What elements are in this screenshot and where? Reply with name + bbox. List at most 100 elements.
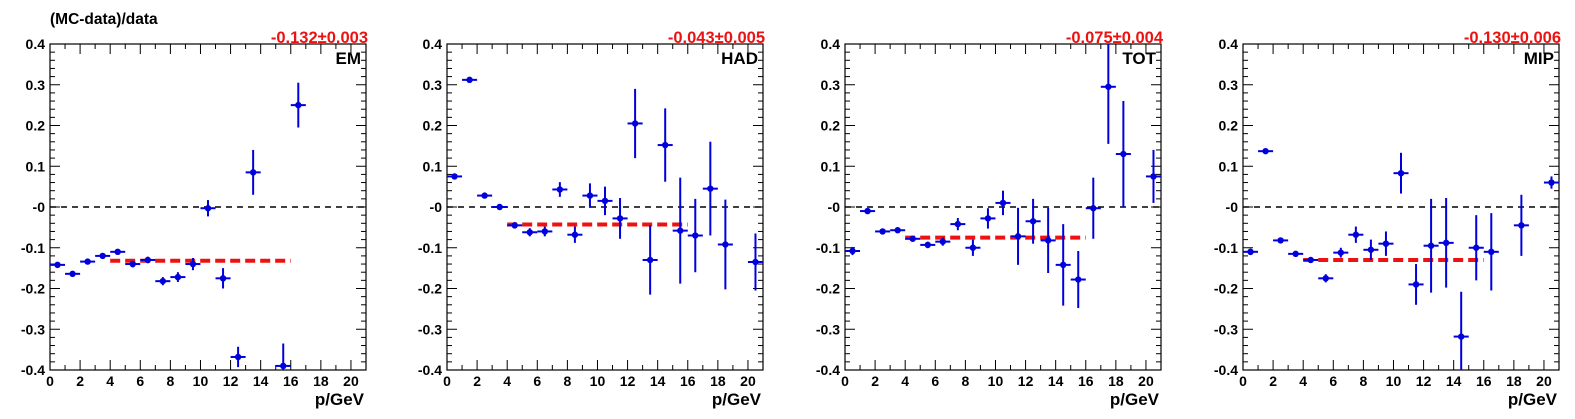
data-point bbox=[1442, 239, 1450, 247]
data-point bbox=[646, 256, 654, 264]
x-tick-label: 16 bbox=[283, 373, 299, 389]
x-tick-label: 0 bbox=[443, 373, 451, 389]
data-point bbox=[677, 227, 684, 234]
y-tick-label: -0.2 bbox=[418, 281, 442, 297]
x-tick-label: 4 bbox=[901, 373, 909, 389]
data-point bbox=[849, 247, 856, 255]
y-tick-label: -0 bbox=[1226, 199, 1239, 215]
x-tick-label: 4 bbox=[106, 373, 114, 389]
data-point bbox=[1307, 256, 1314, 264]
data-point bbox=[631, 120, 639, 127]
data-point bbox=[722, 241, 729, 248]
x-axis-title: p/GeV bbox=[1110, 390, 1160, 409]
panel-em: 0 2 4 6 8 10 12 14 16 18 20 -0.4 -0.3 -0.2 -0.1 -0 0.1 0.… bbox=[21, 29, 368, 409]
data-point bbox=[511, 222, 518, 229]
y-tick-label: -0.4 bbox=[816, 362, 840, 378]
x-tick-label: 12 bbox=[1018, 373, 1034, 389]
x-tick-label: 2 bbox=[871, 373, 879, 389]
x-tick-label: 16 bbox=[1476, 373, 1492, 389]
y-tick-label: 0.2 bbox=[423, 118, 443, 134]
panel-label: TOT bbox=[1122, 49, 1156, 68]
data-point bbox=[189, 260, 197, 268]
data-point bbox=[174, 273, 182, 281]
x-axis-title: p/GeV bbox=[712, 390, 762, 409]
x-tick-label: 20 bbox=[1138, 373, 1154, 389]
data-point bbox=[1457, 333, 1465, 340]
data-point bbox=[249, 169, 257, 176]
data-point bbox=[219, 275, 227, 282]
y-tick-label: -0.4 bbox=[418, 362, 442, 378]
y-tick-label: 0.1 bbox=[821, 158, 841, 174]
data-point bbox=[999, 199, 1007, 207]
x-tick-label: 14 bbox=[1446, 373, 1462, 389]
x-tick-label: 4 bbox=[1299, 373, 1307, 389]
x-tick-label: 20 bbox=[1536, 373, 1552, 389]
x-tick-label: 12 bbox=[223, 373, 239, 389]
data-point bbox=[234, 353, 242, 361]
data-point bbox=[1014, 233, 1022, 240]
data-point bbox=[1412, 281, 1420, 288]
data-point bbox=[114, 248, 121, 256]
data-point bbox=[1382, 240, 1390, 247]
data-point bbox=[496, 203, 503, 211]
data-point bbox=[692, 232, 699, 239]
x-tick-label: 0 bbox=[1239, 373, 1247, 389]
data-point bbox=[1548, 179, 1555, 186]
data-point bbox=[144, 256, 152, 264]
x-tick-label: 8 bbox=[961, 373, 969, 389]
data-point bbox=[1044, 237, 1052, 244]
x-tick-label: 16 bbox=[1078, 373, 1094, 389]
y-tick-label: 0.2 bbox=[821, 118, 841, 134]
fit-result-label: -0.130±0.006 bbox=[1464, 29, 1561, 47]
y-tick-label: -0.3 bbox=[21, 321, 45, 337]
x-tick-label: 18 bbox=[1108, 373, 1124, 389]
x-tick-label: 8 bbox=[166, 373, 174, 389]
y-tick-label: 0.2 bbox=[1219, 118, 1239, 134]
y-tick-label: 0.4 bbox=[1219, 36, 1239, 52]
data-point bbox=[1427, 242, 1435, 249]
panel-mip: 0 2 4 6 8 10 12 14 16 18 20 -0.4 -0.3 -0.2 -0.1 -0 0.1 0.… bbox=[1214, 29, 1561, 409]
data-point bbox=[864, 207, 871, 215]
fit-result-label: -0.043±0.005 bbox=[668, 29, 765, 47]
y-tick-label: -0.1 bbox=[816, 240, 840, 256]
y-tick-label: 0.1 bbox=[26, 158, 46, 174]
x-tick-label: 10 bbox=[1386, 373, 1402, 389]
data-point bbox=[1397, 169, 1405, 177]
y-tick-label: 0.2 bbox=[26, 118, 46, 134]
data-point bbox=[1029, 218, 1037, 225]
data-point bbox=[1337, 249, 1345, 256]
x-tick-label: 0 bbox=[46, 373, 54, 389]
y-tick-label: 0.3 bbox=[26, 77, 46, 93]
x-tick-label: 10 bbox=[590, 373, 606, 389]
y-tick-label: -0.4 bbox=[1214, 362, 1238, 378]
y-axis-title: (MC-data)/data bbox=[50, 11, 158, 28]
y-tick-label: -0 bbox=[828, 199, 841, 215]
y-tick-label: 0.4 bbox=[423, 36, 443, 52]
data-point bbox=[451, 173, 458, 180]
x-tick-label: 20 bbox=[740, 373, 756, 389]
data-point bbox=[1367, 246, 1375, 253]
x-tick-label: 20 bbox=[343, 373, 359, 389]
data-point bbox=[1352, 231, 1360, 238]
x-tick-label: 6 bbox=[136, 373, 144, 389]
y-tick-label: -0.1 bbox=[418, 240, 442, 256]
x-tick-label: 0 bbox=[841, 373, 849, 389]
data-point bbox=[1150, 173, 1157, 180]
y-tick-label: 0.4 bbox=[821, 36, 841, 52]
data-point bbox=[1292, 250, 1299, 258]
x-tick-label: 10 bbox=[988, 373, 1004, 389]
x-tick-label: 4 bbox=[503, 373, 511, 389]
data-point bbox=[1322, 275, 1329, 282]
x-tick-label: 14 bbox=[1048, 373, 1064, 389]
x-tick-label: 12 bbox=[620, 373, 636, 389]
x-tick-label: 2 bbox=[76, 373, 84, 389]
data-point bbox=[541, 228, 549, 235]
x-tick-label: 10 bbox=[193, 373, 209, 389]
x-axis-title: p/GeV bbox=[315, 390, 365, 409]
data-point bbox=[1059, 261, 1067, 269]
data-point bbox=[159, 277, 167, 285]
y-tick-label: -0.2 bbox=[21, 281, 45, 297]
data-point bbox=[1473, 244, 1480, 251]
y-tick-label: -0 bbox=[430, 199, 443, 215]
